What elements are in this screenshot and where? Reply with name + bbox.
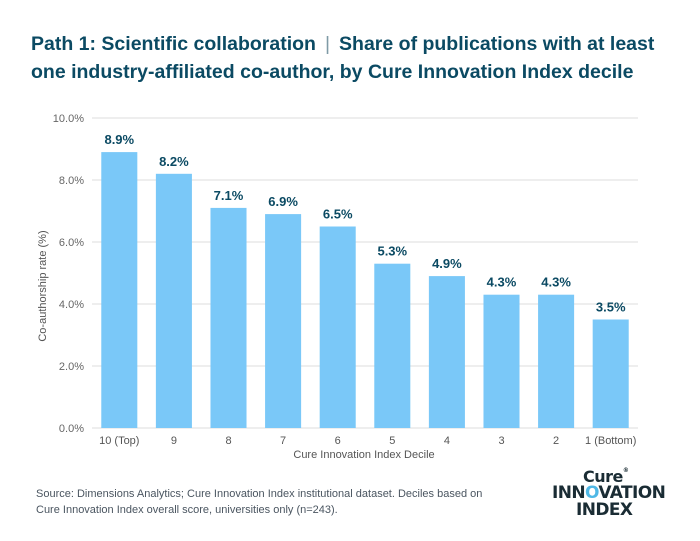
bar-value-label: 8.2%	[159, 154, 189, 169]
x-tick-label: 9	[171, 435, 177, 447]
x-tick-label: 6	[335, 435, 341, 447]
bars	[101, 152, 629, 428]
y-tick-label: 2.0%	[59, 361, 84, 373]
x-axis-label: Cure Innovation Index Decile	[293, 449, 434, 461]
bar-value-label: 4.9%	[432, 256, 462, 271]
x-tick-label: 7	[280, 435, 286, 447]
y-tick-label: 10.0%	[53, 113, 84, 125]
x-tick-labels: 10 (Top) 9 8 7 6 5 4 3 2 1 (Bottom)	[99, 435, 636, 447]
logo-cure: Cure®	[583, 467, 629, 486]
bar	[428, 276, 465, 428]
title-part2: Share of publications with at least one …	[31, 33, 655, 83]
bar	[538, 294, 575, 428]
y-tick-label: 4.0%	[59, 299, 84, 311]
y-tick-label: 6.0%	[59, 237, 84, 249]
bar	[210, 207, 247, 428]
title-part1: Path 1: Scientific collaboration	[31, 33, 316, 55]
bar-value-label: 6.9%	[268, 194, 298, 209]
x-tick-label: 2	[553, 435, 559, 447]
x-tick-label: 3	[498, 435, 504, 447]
bar	[483, 294, 520, 428]
cure-innovation-index-logo: Cure® INNOVATION INDEX	[548, 467, 666, 523]
y-axis-label: Co-authorship rate (%)	[37, 230, 49, 341]
x-tick-label: 4	[444, 435, 450, 447]
bar-value-label: 7.1%	[214, 188, 244, 203]
source-footnote: Source: Dimensions Analytics; Cure Innov…	[36, 488, 483, 516]
bar-value-label: 4.3%	[487, 275, 517, 290]
bar	[592, 319, 629, 428]
x-tick-label: 5	[389, 435, 395, 447]
bar	[101, 152, 138, 428]
bar-value-label: 6.5%	[323, 207, 353, 222]
bar-value-labels: 8.9% 8.2% 7.1% 6.9% 6.5% 5.3% 4.9% 4.3% 4.3% 3.5%	[104, 132, 625, 314]
logo-innovation: INNOVATION	[552, 483, 666, 503]
bar	[319, 226, 356, 428]
bar-value-label: 4.3%	[541, 275, 571, 290]
y-tick-label: 8.0%	[59, 175, 84, 187]
x-tick-label: 1 (Bottom)	[585, 435, 636, 447]
bar	[374, 263, 411, 428]
bar	[155, 173, 192, 428]
x-tick-label: 8	[225, 435, 231, 447]
x-tick-label: 10 (Top)	[99, 435, 139, 447]
bar	[265, 214, 302, 428]
bar-value-label: 5.3%	[377, 244, 407, 259]
y-tick-label: 0.0%	[59, 423, 84, 435]
title-separator: |	[324, 33, 331, 55]
bar-value-label: 3.5%	[596, 300, 626, 315]
y-tick-labels: 0.0% 2.0% 4.0% 6.0% 8.0% 10.0%	[53, 113, 84, 435]
chart-title: Path 1: Scientific collaboration | Share o…	[31, 30, 681, 86]
logo-index: INDEX	[576, 500, 633, 520]
bar-value-label: 8.9%	[104, 132, 134, 147]
